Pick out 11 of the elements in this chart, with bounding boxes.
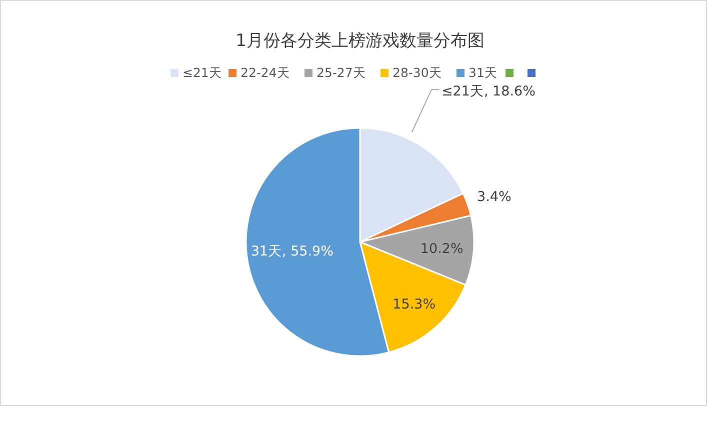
data-label: 31天, 55.9%: [250, 244, 334, 260]
legend-label: 22-24天: [240, 65, 290, 80]
legend-label: 28-30天: [392, 65, 442, 80]
data-label: ≤21天, 18.6%: [441, 84, 536, 100]
data-label: 15.3%: [392, 296, 436, 313]
data-label: 3.4%: [477, 188, 512, 205]
legend-label: 31天: [468, 65, 498, 80]
data-label: 10.2%: [420, 241, 464, 258]
chart-title: 1月份各分类上榜游戏数量分布图: [236, 31, 484, 51]
legend-label: ≤21天: [182, 65, 222, 80]
legend-label: 25-27天: [316, 65, 366, 80]
